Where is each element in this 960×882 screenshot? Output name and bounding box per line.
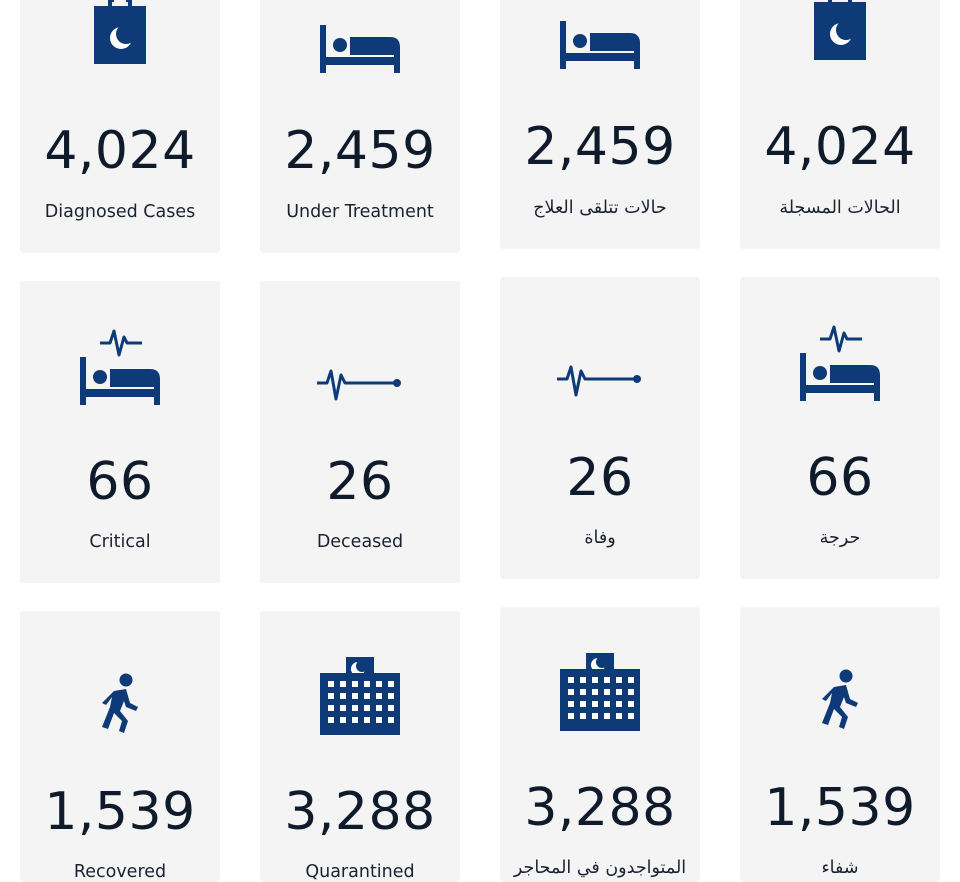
flatline-pulse-icon (500, 361, 700, 399)
critical-ar-value: 66 (806, 448, 874, 508)
critical-ar-label: حرجة (819, 528, 861, 548)
recovered-ar-label: شفاء (821, 858, 859, 878)
deceased-label: Deceased (316, 532, 404, 552)
flatline-pulse-icon (260, 365, 460, 403)
critical-bed-heartbeat-icon (740, 325, 940, 401)
card-quarantined: 3,288 Quarantined (260, 611, 460, 882)
critical-label: Critical (89, 532, 151, 552)
card-quarantined-ar: 3,288 المتواجدون في المحاجر (500, 607, 700, 882)
walking-person-icon (20, 673, 220, 735)
under-treatment-value: 2,459 (284, 121, 436, 181)
under-treatment-label: Under Treatment (286, 202, 434, 222)
deceased-value: 26 (326, 452, 394, 512)
critical-value: 66 (86, 452, 154, 512)
quarantine-building-icon (500, 653, 700, 731)
deceased-ar-value: 26 (566, 448, 634, 508)
recovered-label: Recovered (73, 862, 167, 882)
card-recovered-ar: 1,539 شفاء (740, 607, 940, 882)
quarantined-ar-value: 3,288 (524, 778, 676, 838)
diagnosed-cases-label: Diagnosed Cases (44, 202, 196, 222)
clipboard-crescent-icon (740, 0, 940, 60)
card-deceased-ar: 26 وفاة (500, 277, 700, 579)
under-treatment-ar-label: حالات تتلقى العلاج (533, 198, 667, 218)
quarantine-building-icon (260, 657, 460, 735)
hospital-bed-icon (500, 21, 700, 69)
diagnosed-cases-ar-label: الحالات المسجلة (779, 198, 901, 218)
diagnosed-cases-ar-value: 4,024 (764, 117, 916, 177)
recovered-value: 1,539 (44, 782, 196, 842)
diagnosed-cases-value: 4,024 (44, 121, 196, 181)
recovered-ar-value: 1,539 (764, 778, 916, 838)
card-under-treatment: 2,459 Under Treatment (260, 0, 460, 253)
under-treatment-ar-value: 2,459 (524, 117, 676, 177)
card-critical-ar: 66 حرجة (740, 277, 940, 579)
hospital-bed-icon (260, 25, 460, 73)
card-critical: 66 Critical (20, 281, 220, 583)
card-diagnosed-cases-ar: 4,024 الحالات المسجلة (740, 0, 940, 249)
clipboard-crescent-icon (20, 0, 220, 64)
card-under-treatment-ar: 2,459 حالات تتلقى العلاج (500, 0, 700, 249)
quarantined-label: Quarantined (305, 862, 415, 882)
deceased-ar-label: وفاة (584, 528, 616, 548)
card-diagnosed-cases: 4,024 Diagnosed Cases (20, 0, 220, 253)
card-recovered: 1,539 Recovered (20, 611, 220, 882)
critical-bed-heartbeat-icon (20, 329, 220, 405)
walking-person-icon (740, 669, 940, 731)
quarantined-ar-label: المتواجدون في المحاجر (513, 858, 687, 878)
quarantined-value: 3,288 (284, 782, 436, 842)
card-deceased: 26 Deceased (260, 281, 460, 583)
